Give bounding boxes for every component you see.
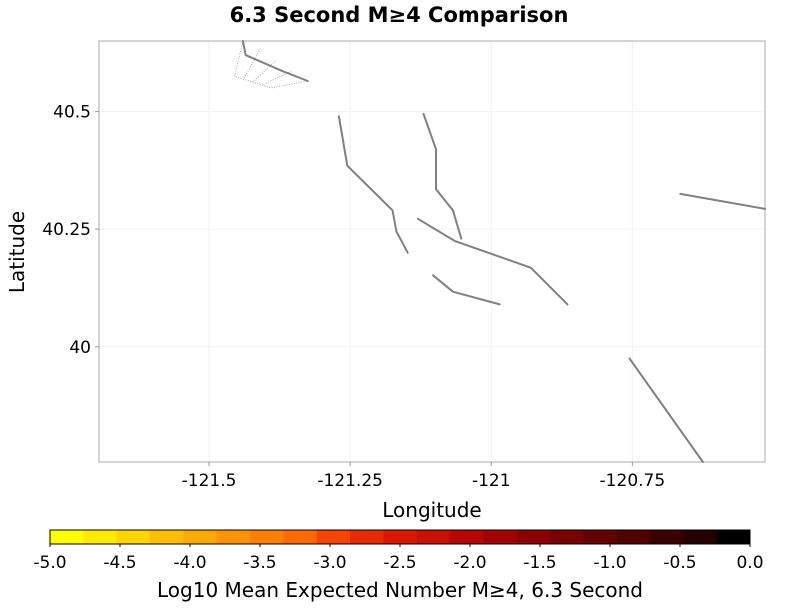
- y-tick-label: 40.5: [53, 103, 91, 123]
- fault-trace: [422, 112, 463, 240]
- colorbar-tick-label: -2.5: [383, 553, 416, 573]
- colorbar-segment: [716, 530, 751, 544]
- y-tick-label: 40.25: [42, 220, 91, 240]
- x-tick-label: -121: [472, 471, 511, 491]
- colorbar-tick-label: -5.0: [33, 553, 66, 573]
- colorbar-segment: [450, 530, 484, 544]
- colorbar-segment: [650, 530, 684, 544]
- y-axis-ticks: 40 40.25 40.5: [42, 103, 99, 358]
- fault-trace: [679, 192, 766, 210]
- colorbar-segment: [483, 530, 518, 544]
- colorbar-segment: [250, 530, 284, 544]
- fault-surface-rung: [243, 50, 260, 80]
- colorbar-tick-label: -1.0: [593, 553, 626, 573]
- colorbar-segment: [616, 530, 651, 544]
- x-axis-ticks: -121.5 -121.25 -121 -120.75: [182, 462, 666, 491]
- colorbar-tick-label: -4.0: [173, 553, 206, 573]
- colorbar-segment: [416, 530, 451, 544]
- y-axis-label: Latitude: [5, 211, 29, 293]
- fault-trace: [628, 357, 704, 463]
- grid: [99, 41, 765, 462]
- fault-surface-rung: [252, 60, 276, 83]
- colorbar-segment: [516, 530, 551, 544]
- colorbar: [49, 529, 751, 545]
- x-tick-label: -121.5: [182, 471, 237, 491]
- x-axis-label: Longitude: [382, 498, 481, 522]
- colorbar-tick-label: 0.0: [736, 553, 763, 573]
- colorbar-tick-label: -1.5: [523, 553, 556, 573]
- y-tick-label: 40: [69, 338, 91, 358]
- colorbar-segment: [583, 530, 618, 544]
- colorbar-segment: [316, 530, 351, 544]
- colorbar-segment: [350, 530, 384, 544]
- fault-surfaces: [234, 40, 310, 89]
- colorbar-segment: [116, 530, 151, 544]
- colorbar-segment: [216, 530, 251, 544]
- fault-trace: [337, 115, 409, 254]
- colorbar-segment: [83, 530, 118, 544]
- colorbar-tick-label: -3.5: [243, 553, 276, 573]
- colorbar-segment: [283, 530, 318, 544]
- colorbar-tick-label: -4.5: [103, 553, 136, 573]
- colorbar-segment: [683, 530, 718, 544]
- x-tick-label: -121.25: [317, 471, 383, 491]
- colorbar-segment: [550, 530, 584, 544]
- colorbar-segment: [183, 530, 218, 544]
- colorbar-segment: [150, 530, 184, 544]
- colorbar-label: Log10 Mean Expected Number M≥4, 6.3 Seco…: [157, 578, 643, 602]
- fault-trace: [416, 217, 569, 306]
- colorbar-segment: [383, 530, 418, 544]
- colorbar-tick-label: -2.0: [453, 553, 486, 573]
- colorbar-tick-label: -0.5: [663, 553, 696, 573]
- colorbar-segment: [50, 530, 84, 544]
- x-tick-label: -120.75: [600, 471, 666, 491]
- colorbar-ticks: -5.0 -4.5 -4.0 -3.5 -3.0 -2.5 -2.0 -1.5 -1.0 -0.5…: [33, 544, 764, 573]
- fault-trace: [432, 274, 501, 306]
- fault-trace: [241, 40, 309, 82]
- colorbar-tick-label: -3.0: [313, 553, 346, 573]
- plot-area: [98, 40, 766, 463]
- fault-traces: [241, 40, 766, 463]
- chart-title: 6.3 Second M≥4 Comparison: [230, 3, 569, 27]
